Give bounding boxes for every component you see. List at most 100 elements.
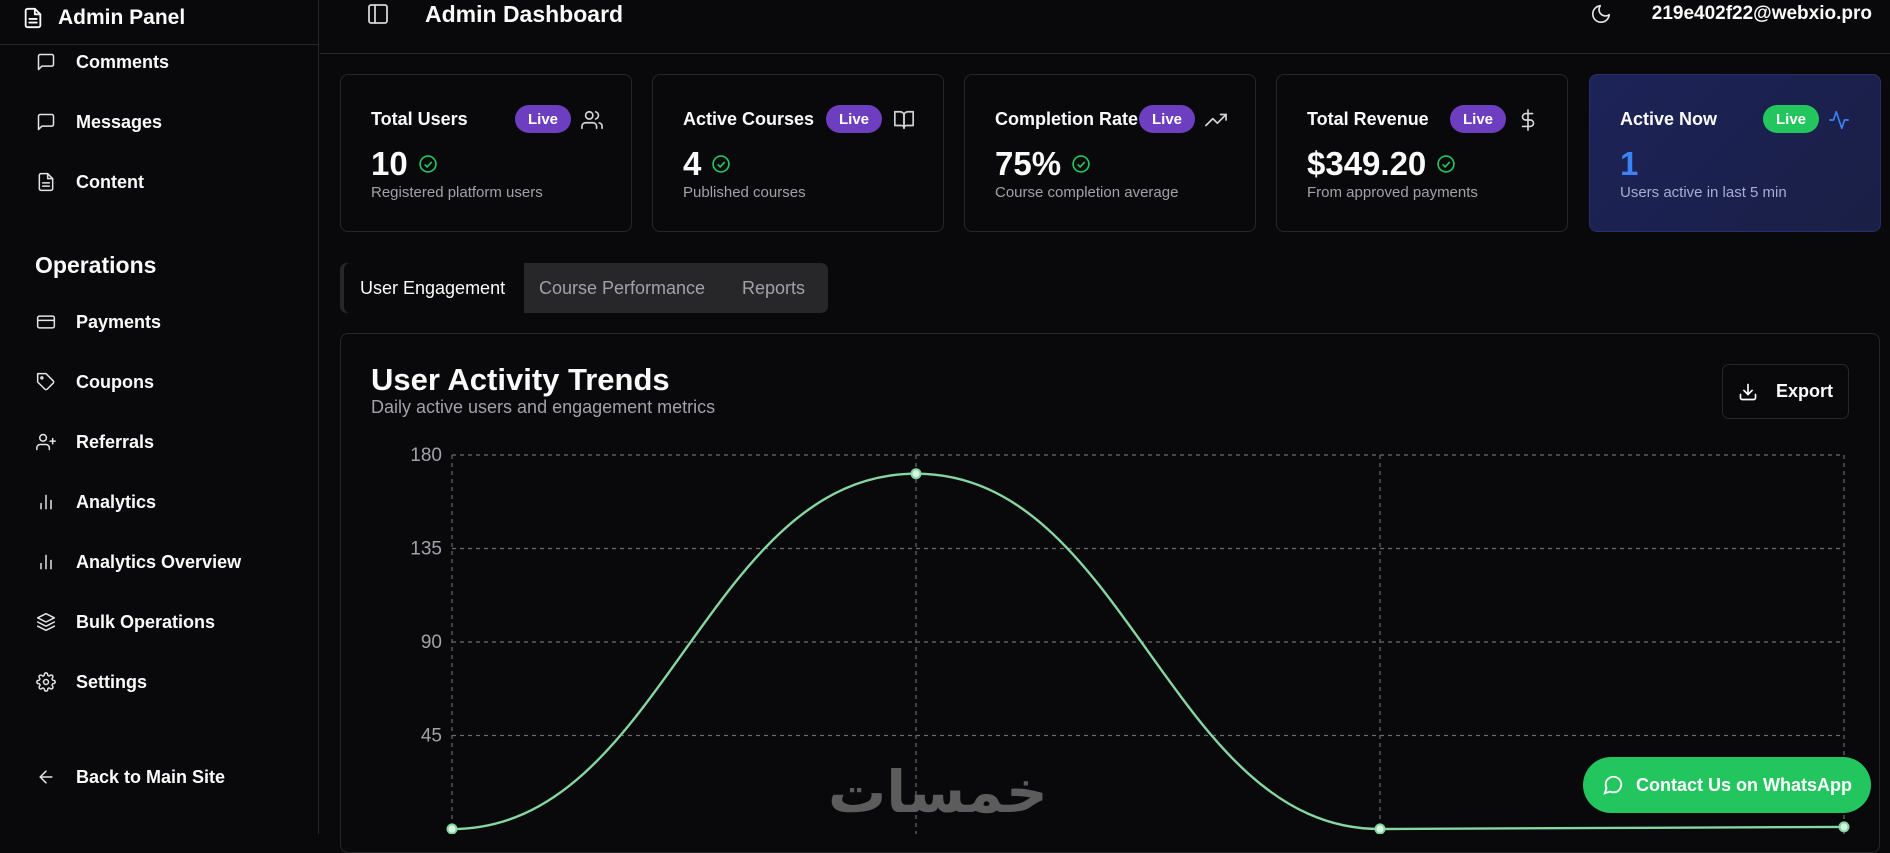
sidebar-item-coupons[interactable]: Coupons [36,362,154,402]
sidebar-item-comments[interactable]: Comments [36,42,169,82]
live-badge: Live [1763,105,1820,133]
credit-card-icon [36,315,56,329]
divider [0,44,319,45]
stat-card-total-users: Total Users Live 10 Registered platform … [340,74,632,232]
arrow-left-icon [39,770,53,784]
card-value: 4 [683,145,731,183]
watermark: خمسات [828,758,1048,826]
live-badge: Live [1139,105,1196,133]
data-point [1374,823,1386,834]
sidebar-item-content[interactable]: Content [36,162,144,202]
page-title: Admin Dashboard [425,1,624,27]
y-tick-label: 180 [410,445,442,466]
sidebar-item-label: Payments [76,311,162,332]
bar-chart-icon [40,494,52,510]
card-title: Active Courses [683,109,815,129]
card-title: Total Users [371,109,468,129]
tag-icon [36,372,55,391]
panel-title: User Activity Trends [371,362,670,397]
user-activity-chart: 180 135 90 45 [410,445,1850,834]
message-square-icon [37,53,55,71]
sidebar-item-analytics[interactable]: Analytics [36,482,156,522]
y-tick-label: 90 [421,632,442,653]
card-value-text: 10 [371,145,408,182]
gear-icon [36,672,56,692]
sidebar-item-label: Referrals [76,431,155,452]
series-line [451,472,1845,831]
section-title-operations: Operations [35,252,157,278]
live-badge: Live [515,105,572,133]
sidebar-toggle-icon[interactable] [366,2,390,26]
dollar-icon [1521,109,1535,131]
stat-card-active-now: Active Now Live 1 Users active in last 5… [1589,74,1881,232]
bar-chart-icon [40,554,52,570]
data-point [1838,821,1850,833]
sidebar-item-label: Analytics Overview [76,551,242,572]
panel-subtitle: Daily active users and engagement metric… [371,397,716,417]
sidebar-item-payments[interactable]: Payments [36,302,161,342]
sidebar-item-bulk-operations[interactable]: Bulk Operations [36,602,215,642]
sidebar-item-referrals[interactable]: Referrals [36,422,154,462]
tab-reports[interactable]: Reports [742,277,806,298]
activity-icon [1829,110,1849,130]
sidebar-item-label: Settings [76,671,148,692]
card-subtitle: Published courses [683,184,806,201]
card-value: 10 [371,145,438,183]
card-value: $349.20 [1307,145,1456,183]
user-activity-panel: User Activity Trends Daily active users … [340,333,1880,853]
stat-card-active-courses: Active Courses Live 4 Published courses [652,74,944,232]
card-title: Total Revenue [1307,109,1429,129]
card-value-text: 4 [683,145,702,182]
check-circle-icon [1437,155,1456,173]
live-badge: Live [826,105,883,133]
check-circle-icon [1072,155,1090,173]
card-value-text: 75% [995,145,1062,182]
sidebar-item-label: Comments [76,51,170,72]
tab-course-performance[interactable]: Course Performance [539,277,706,298]
sidebar-item-settings[interactable]: Settings [36,662,147,702]
card-subtitle: Users active in last 5 min [1620,184,1787,201]
file-text-icon [24,7,42,29]
message-square-icon [37,113,55,131]
book-open-icon [894,110,914,130]
tab-user-engagement[interactable]: User Engagement [344,263,524,313]
layers-icon [36,612,56,632]
data-point [910,468,922,480]
sidebar-item-label: Bulk Operations [76,611,216,632]
download-icon [1739,383,1757,400]
brand[interactable]: Admin Panel [22,0,185,40]
check-circle-icon [418,155,437,173]
card-subtitle: From approved payments [1307,184,1478,201]
data-point [446,823,458,834]
back-link-label: Back to Main Site [76,766,226,787]
brand-label: Admin Panel [58,6,186,29]
whatsapp-label: Contact Us on WhatsApp [1636,774,1852,795]
sidebar: Admin Panel Comments Messages Content Op… [0,0,319,834]
card-value: 75% [995,145,1091,183]
sidebar-item-analytics-overview[interactable]: Analytics Overview [36,542,241,582]
stat-card-completion-rate: Completion Rate Live 75% Course completi… [964,74,1256,232]
users-icon [581,110,603,130]
export-label: Export [1775,381,1833,401]
whatsapp-contact-button[interactable]: Contact Us on WhatsApp [1583,757,1871,813]
trending-up-icon [1205,113,1227,127]
back-to-main-site-link[interactable]: Back to Main Site [36,757,225,797]
sidebar-item-messages[interactable]: Messages [36,102,162,142]
export-button[interactable]: Export [1722,364,1849,419]
card-title: Completion Rate [995,109,1139,129]
check-circle-icon [712,155,731,173]
message-circle-icon [1603,775,1623,795]
tab-list: User Engagement Course Performance Repor… [340,263,828,313]
top-bar: Admin Dashboard 219e402f22@webxio.pro [320,0,1890,54]
sidebar-item-label: Content [76,171,144,192]
y-tick-label: 135 [410,539,442,560]
user-email[interactable]: 219e402f22@webxio.pro [1651,3,1872,24]
card-value-text: 1 [1620,145,1639,182]
live-badge: Live [1450,105,1507,133]
card-value-text: $349.20 [1307,145,1427,182]
card-value: 1 [1620,145,1638,183]
stat-card-total-revenue: Total Revenue Live $349.20 From approved… [1276,74,1568,232]
theme-toggle-moon-icon[interactable] [1590,3,1612,25]
card-subtitle: Course completion average [995,184,1179,201]
user-plus-icon [36,433,56,451]
